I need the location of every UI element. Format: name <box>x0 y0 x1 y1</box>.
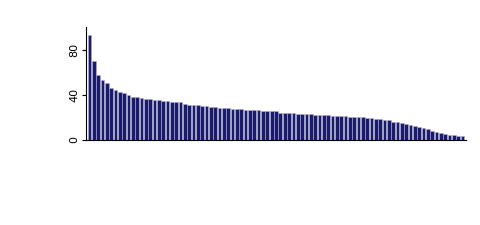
Bar <box>331 116 334 140</box>
Bar <box>322 115 325 140</box>
Bar <box>161 101 165 140</box>
Bar <box>235 109 239 140</box>
Bar <box>135 97 139 140</box>
Bar <box>174 102 178 140</box>
Bar <box>361 117 365 140</box>
Bar <box>339 116 343 140</box>
Bar <box>166 101 169 140</box>
Bar <box>335 116 338 140</box>
Bar <box>283 112 287 140</box>
Bar <box>205 106 208 140</box>
Bar <box>378 119 382 140</box>
Bar <box>157 100 161 140</box>
Bar <box>296 114 300 140</box>
Bar <box>456 136 460 140</box>
Bar <box>214 107 217 140</box>
Bar <box>244 110 248 140</box>
Bar <box>187 105 191 140</box>
Bar <box>300 114 304 140</box>
Bar <box>431 130 434 140</box>
Bar <box>209 107 213 140</box>
Bar <box>196 105 200 140</box>
Bar <box>313 115 317 140</box>
Bar <box>144 99 148 140</box>
Bar <box>387 120 391 140</box>
Bar <box>352 117 356 140</box>
Bar <box>278 112 282 140</box>
Bar <box>96 75 100 140</box>
Bar <box>153 100 156 140</box>
Bar <box>357 117 360 140</box>
Bar <box>287 112 291 140</box>
Bar <box>231 109 234 140</box>
Bar <box>261 111 265 140</box>
Bar <box>426 129 430 140</box>
Bar <box>370 118 373 140</box>
Bar <box>348 117 352 140</box>
Bar <box>365 118 369 140</box>
Bar <box>127 94 131 140</box>
Bar <box>192 105 195 140</box>
Bar <box>109 88 113 140</box>
Bar <box>396 122 399 140</box>
Bar <box>131 97 135 140</box>
Bar <box>326 115 330 140</box>
Bar <box>257 110 261 140</box>
Bar <box>408 125 412 140</box>
Bar <box>461 136 465 140</box>
Bar <box>435 132 438 140</box>
Bar <box>248 110 252 140</box>
Bar <box>444 134 447 140</box>
Bar <box>92 61 96 140</box>
Bar <box>222 108 226 140</box>
Bar <box>417 127 421 140</box>
Bar <box>218 108 221 140</box>
Bar <box>140 98 144 140</box>
Bar <box>291 112 295 140</box>
Bar <box>101 80 104 140</box>
Bar <box>304 114 308 140</box>
Bar <box>170 102 174 140</box>
Bar <box>309 114 312 140</box>
Bar <box>374 119 378 140</box>
Bar <box>105 83 108 140</box>
Bar <box>391 122 395 140</box>
Bar <box>148 99 152 140</box>
Bar <box>118 92 121 140</box>
Bar <box>252 110 256 140</box>
Bar <box>183 104 187 140</box>
Bar <box>200 106 204 140</box>
Bar <box>318 115 321 140</box>
Bar <box>270 111 274 140</box>
Bar <box>400 123 404 140</box>
Bar <box>421 128 425 140</box>
Bar <box>404 124 408 140</box>
Bar <box>265 111 269 140</box>
Bar <box>383 120 386 140</box>
Bar <box>448 135 451 140</box>
Bar <box>452 135 456 140</box>
Bar <box>344 116 347 140</box>
Bar <box>413 126 417 140</box>
Bar <box>274 111 278 140</box>
Bar <box>227 108 230 140</box>
Bar <box>439 133 443 140</box>
Bar <box>240 109 243 140</box>
Bar <box>114 90 117 140</box>
Bar <box>179 102 182 140</box>
Bar <box>122 93 126 140</box>
Bar <box>87 35 91 140</box>
